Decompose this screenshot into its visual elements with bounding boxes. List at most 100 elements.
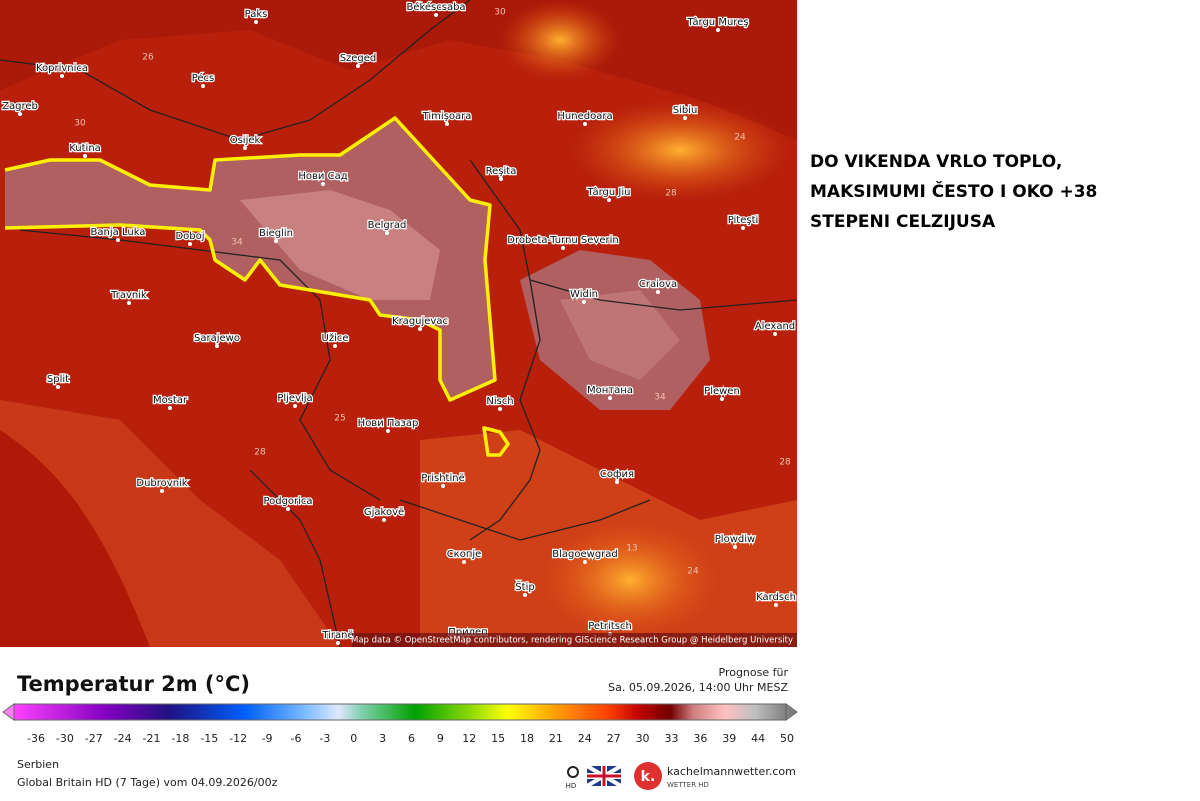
contour-label: 28 <box>665 189 677 199</box>
city-dot <box>683 116 687 120</box>
city-dot <box>445 122 449 126</box>
colorbar-tick-label: -27 <box>85 732 103 745</box>
search-label: HD <box>566 782 577 790</box>
city-label: Nisch <box>486 396 513 407</box>
annotation-line: STEPENI CELZIJUSA <box>810 212 996 232</box>
colorbar-tick-label: -6 <box>290 732 301 745</box>
city-label: Prishtinë <box>421 473 464 484</box>
colorbar-tick-label: -15 <box>200 732 218 745</box>
city-label: Banja Luka <box>91 227 146 238</box>
city-label: Reşita <box>486 166 517 177</box>
contour-label: 24 <box>734 133 746 143</box>
search-icon[interactable] <box>567 766 579 778</box>
sea <box>0 430 150 647</box>
colorbar-tick-label: 18 <box>520 732 534 745</box>
city-dot <box>333 344 337 348</box>
city-dot <box>321 182 325 186</box>
city-label: Plewen <box>704 386 740 397</box>
colorbar-tick-label: 21 <box>549 732 563 745</box>
city-label: Dubrovnik <box>136 478 187 489</box>
city-label: Békéscsaba <box>406 1 465 13</box>
city-label: Zagreb <box>2 101 38 112</box>
forecast-label: Prognose für <box>719 666 789 679</box>
brand-sub: WETTER HD <box>667 781 709 789</box>
colorbar-tick-label: 50 <box>780 732 794 745</box>
colorbar-tick-label: 44 <box>751 732 765 745</box>
border <box>399 499 651 541</box>
colorbar-tick-label: -21 <box>143 732 161 745</box>
colorbar-tick-label: 0 <box>350 732 357 745</box>
colorbar-tick-label: 12 <box>462 732 476 745</box>
city-label: Pécs <box>192 72 215 84</box>
city-label: Piteşti <box>728 215 759 226</box>
city-label: Pljevlja <box>277 393 312 404</box>
attribution: Map data © OpenStreetMap contributors, r… <box>351 636 793 646</box>
city-label: София <box>600 469 634 480</box>
city-dot <box>733 545 737 549</box>
contour-label: 24 <box>687 567 699 577</box>
city-dot <box>498 407 502 411</box>
city-dot <box>561 246 565 250</box>
colorbar-tick-label: -12 <box>229 732 247 745</box>
hot-spot <box>500 0 620 80</box>
contour-label: 28 <box>779 458 791 468</box>
city-label: Plowdiw <box>715 534 755 545</box>
legend: Temperatur 2m (°C) Prognose für Sa. 05.0… <box>2 666 798 790</box>
uk-flag[interactable] <box>585 764 623 788</box>
annotation-line: DO VIKENDA VRLO TOPLO, <box>810 152 1062 172</box>
city-dot <box>462 560 466 564</box>
border <box>0 0 471 141</box>
attribution-bg <box>352 633 797 647</box>
city-dot <box>741 226 745 230</box>
city-label: Gjakovë <box>364 507 404 518</box>
city-dot <box>656 290 660 294</box>
city-dot <box>274 239 278 243</box>
very-hot-area <box>5 118 495 400</box>
city-label: Petritsch <box>588 621 632 632</box>
region: Serbien <box>17 758 59 771</box>
city-dot <box>607 198 611 202</box>
city-dot <box>60 74 64 78</box>
city-label: Timişoara <box>422 111 472 122</box>
city-label: Târgu Mureş <box>686 16 748 28</box>
city-dot <box>116 238 120 242</box>
city-dot <box>254 20 258 24</box>
city-dot <box>499 177 503 181</box>
city-dot <box>774 603 778 607</box>
city-label: Widin <box>570 289 598 300</box>
colorbar-tick-label: -30 <box>56 732 74 745</box>
city-label: Koprivnica <box>36 63 88 74</box>
city-dot <box>583 560 587 564</box>
city-dot <box>83 154 87 158</box>
city-label: Doboj <box>175 231 204 242</box>
city-dot <box>441 484 445 488</box>
hot-spot <box>540 520 720 640</box>
colorbar <box>13 703 787 721</box>
annotation-line: MAKSIMUMI ČESTO I OKO +38 <box>810 180 1097 202</box>
city-label: Bieglin <box>259 228 293 239</box>
very-hot-area <box>560 290 680 380</box>
city-label: Osijek <box>230 135 261 146</box>
city-dot <box>382 518 386 522</box>
city-label: Kutina <box>69 143 101 154</box>
city-label: Podgorica <box>263 496 312 507</box>
city-label: Kardsch <box>756 592 796 603</box>
city-labels: Paks Békéscsaba Târgu Mureş Koprivnica Pécs S… <box>1 0 797 645</box>
colorbar-tick-label: -18 <box>171 732 189 745</box>
city-dot <box>127 301 131 305</box>
city-dot <box>716 28 720 32</box>
brand: kachelmannwetter.com <box>667 765 796 778</box>
contour-label: 13 <box>626 544 637 554</box>
brand-logo[interactable] <box>634 762 662 790</box>
city-dot <box>418 327 422 331</box>
colorbar-tick-label: 6 <box>408 732 415 745</box>
contour-label: 30 <box>74 119 86 129</box>
contour-label: 34 <box>654 393 666 403</box>
outline <box>4 116 497 402</box>
contour-label: 28 <box>254 448 266 458</box>
contour-labels: 26 30 34 30 24 28 34 28 24 25 28 13 <box>74 8 791 577</box>
city-dot <box>385 231 389 235</box>
city-dot <box>215 344 219 348</box>
colorbar-tick-label: 27 <box>607 732 621 745</box>
